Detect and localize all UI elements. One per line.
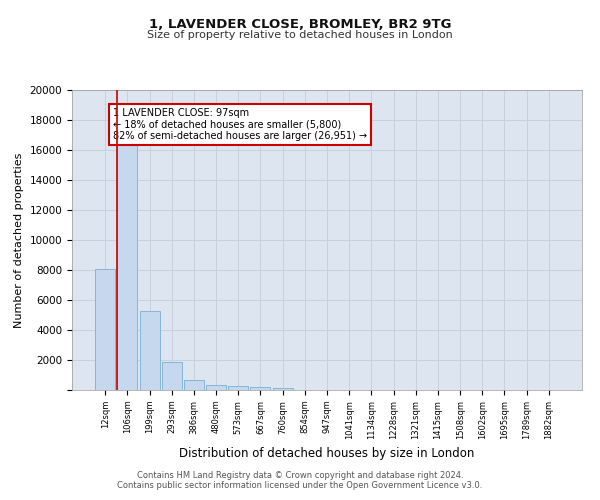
Text: Contains public sector information licensed under the Open Government Licence v3: Contains public sector information licen… — [118, 481, 482, 490]
Text: Size of property relative to detached houses in London: Size of property relative to detached ho… — [147, 30, 453, 40]
Y-axis label: Number of detached properties: Number of detached properties — [14, 152, 24, 328]
Text: 1 LAVENDER CLOSE: 97sqm
← 18% of detached houses are smaller (5,800)
82% of semi: 1 LAVENDER CLOSE: 97sqm ← 18% of detache… — [113, 108, 367, 141]
Bar — [206, 385, 226, 390]
Text: Contains HM Land Registry data © Crown copyright and database right 2024.: Contains HM Land Registry data © Crown c… — [137, 471, 463, 480]
Bar — [184, 380, 204, 390]
Text: 1, LAVENDER CLOSE, BROMLEY, BR2 9TG: 1, LAVENDER CLOSE, BROMLEY, BR2 9TG — [149, 18, 451, 30]
Bar — [162, 362, 182, 390]
Bar — [228, 386, 248, 390]
Bar — [95, 268, 115, 390]
Bar — [140, 310, 160, 390]
Bar — [272, 388, 293, 390]
Bar — [250, 387, 271, 390]
X-axis label: Distribution of detached houses by size in London: Distribution of detached houses by size … — [179, 447, 475, 460]
Bar — [118, 142, 137, 390]
